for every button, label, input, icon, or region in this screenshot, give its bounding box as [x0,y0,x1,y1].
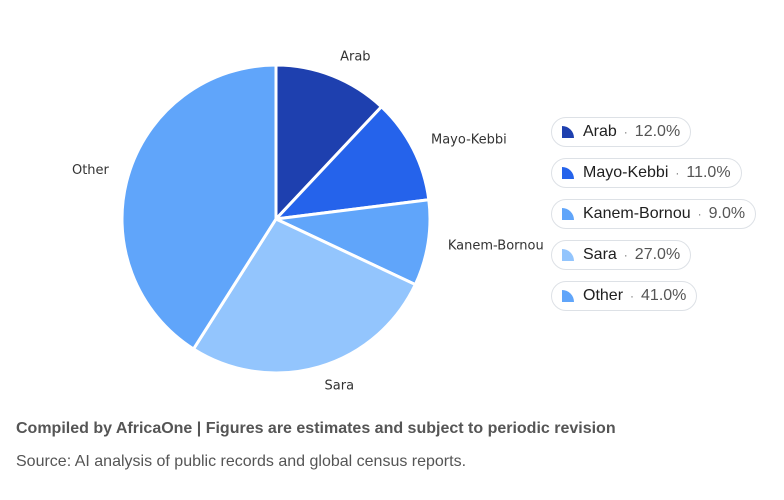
legend-swatch-icon [562,208,574,220]
legend-item-arab[interactable]: Arab · 12.0% [551,117,692,147]
legend-separator: · [675,166,680,180]
legend-swatch-icon [562,167,574,179]
legend-name: Other [583,287,624,304]
legend-name: Sara [583,246,617,263]
legend-name: Arab [583,123,617,140]
pie-slice-other[interactable] [120,63,278,351]
pie-slice-kanem-bornou[interactable] [274,198,432,287]
legend-separator: · [623,125,628,139]
legend-name: Kanem-Bornou [583,205,691,222]
pie-labels: Arab Mayo-Kebbi Kanem-Bornou Sara Other [72,50,544,394]
footer-source: Source: AI analysis of public records an… [16,453,467,470]
pie-label-other: Other [72,163,110,178]
legend-item-other[interactable]: Other · 41.0% [551,281,698,311]
legend-item-sara[interactable]: Sara · 27.0% [551,240,692,270]
pie-slices [120,63,432,375]
legend-item-mayo-kebbi[interactable]: Mayo-Kebbi · 11.0% [551,158,742,188]
legend-swatch-icon [562,290,574,302]
legend-value: 9.0% [708,205,746,222]
legend-separator: · [630,289,635,303]
legend-item-kanem-bornou[interactable]: Kanem-Bornou · 9.0% [551,199,757,229]
pie-label-arab: Arab [340,50,370,65]
legend-swatch-icon [562,126,574,138]
pie-slice-arab[interactable] [274,63,383,221]
legend-swatch-icon [562,249,574,261]
pie-slice-sara[interactable] [191,217,417,375]
legend-value: 11.0% [686,164,731,181]
legend-separator: · [623,248,628,262]
pie-slice-mayo-kebbi[interactable] [274,105,431,221]
pie-label-mayo-kebbi: Mayo-Kebbi [431,133,507,148]
pie-label-sara: Sara [325,379,355,394]
legend-separator: · [697,207,702,221]
legend-value: 27.0% [634,246,681,263]
legend-value: 12.0% [634,123,681,140]
footer-title: Compiled by AfricaOne | Figures are esti… [16,420,616,437]
legend-value: 41.0% [641,287,687,304]
pie-label-kanem-bornou: Kanem-Bornou [448,239,544,254]
legend-name: Mayo-Kebbi [583,164,669,181]
